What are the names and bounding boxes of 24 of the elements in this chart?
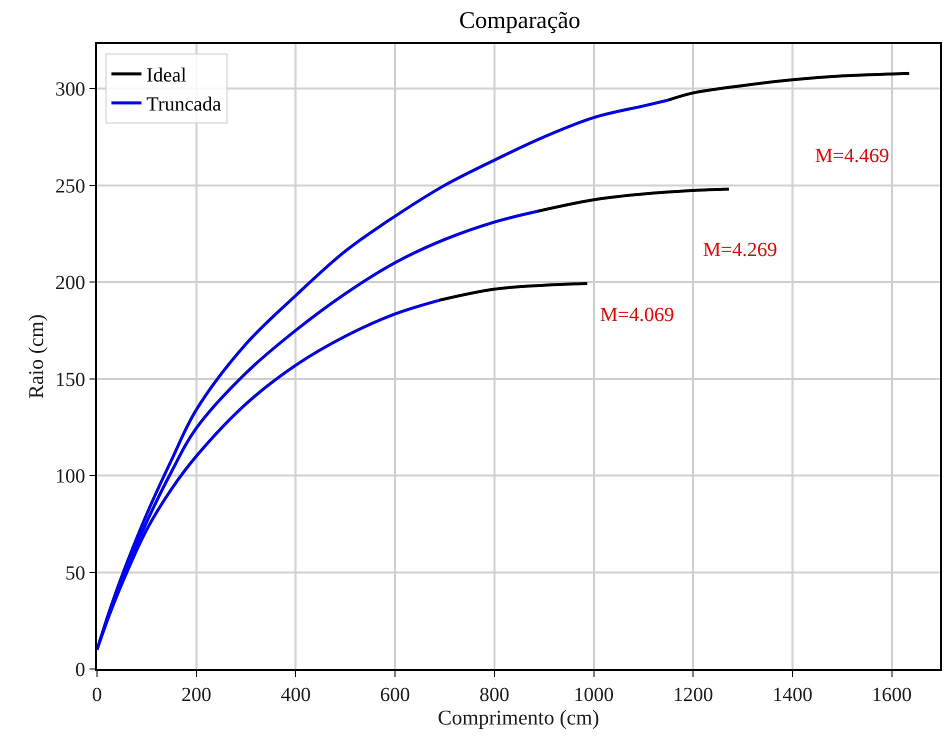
- y-tick-label: 200: [55, 272, 86, 294]
- x-tick-label: 0: [92, 684, 102, 706]
- chart-title: Comparação: [459, 8, 580, 34]
- annotation: M=4.469: [815, 145, 890, 167]
- legend-label: Truncada: [146, 94, 222, 116]
- x-tick-label: 200: [181, 684, 212, 706]
- x-tick-label: 400: [280, 684, 311, 706]
- y-tick-label: 50: [65, 562, 86, 584]
- x-tick-label: 1000: [574, 684, 614, 706]
- x-tick-label: 1400: [772, 684, 812, 706]
- y-tick-label: 100: [55, 466, 86, 488]
- y-axis-title: Raio (cm): [24, 314, 48, 399]
- annotation: M=4.269: [703, 239, 778, 261]
- y-tick-label: 0: [75, 659, 86, 681]
- x-tick-label: 600: [380, 684, 410, 706]
- annotation: M=4.069: [600, 304, 674, 326]
- y-tick-label: 300: [55, 78, 86, 100]
- y-tick-label: 250: [55, 175, 86, 198]
- x-tick-label: 800: [479, 684, 510, 706]
- y-tick-label: 150: [55, 368, 86, 391]
- x-axis-title: Comprimento (cm): [438, 706, 600, 730]
- legend-label: Ideal: [146, 64, 187, 87]
- x-tick-label: 1600: [872, 684, 912, 706]
- x-tick-label: 1200: [673, 684, 714, 706]
